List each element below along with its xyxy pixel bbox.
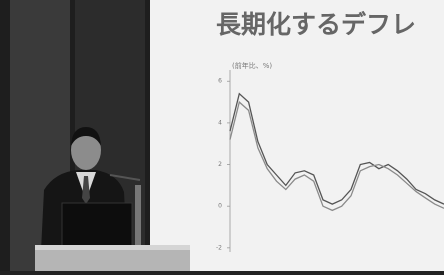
unit-label: (前年比、%): [232, 61, 272, 70]
podium-edge: [35, 245, 190, 250]
mic-stand: [135, 185, 141, 245]
y-tick-label: 2: [218, 161, 222, 168]
laptop: [62, 203, 132, 248]
y-tick-label: -2: [216, 244, 222, 251]
y-tick-label: 0: [218, 203, 222, 210]
slide: [150, 0, 444, 271]
slide-title: 長期化するデフレ: [216, 10, 416, 39]
y-tick-label: 6: [218, 78, 222, 85]
y-tick-label: 4: [218, 119, 222, 126]
photo: 長期化するデフレ (前年比、%) 6 4 2 0 -2: [0, 0, 444, 271]
